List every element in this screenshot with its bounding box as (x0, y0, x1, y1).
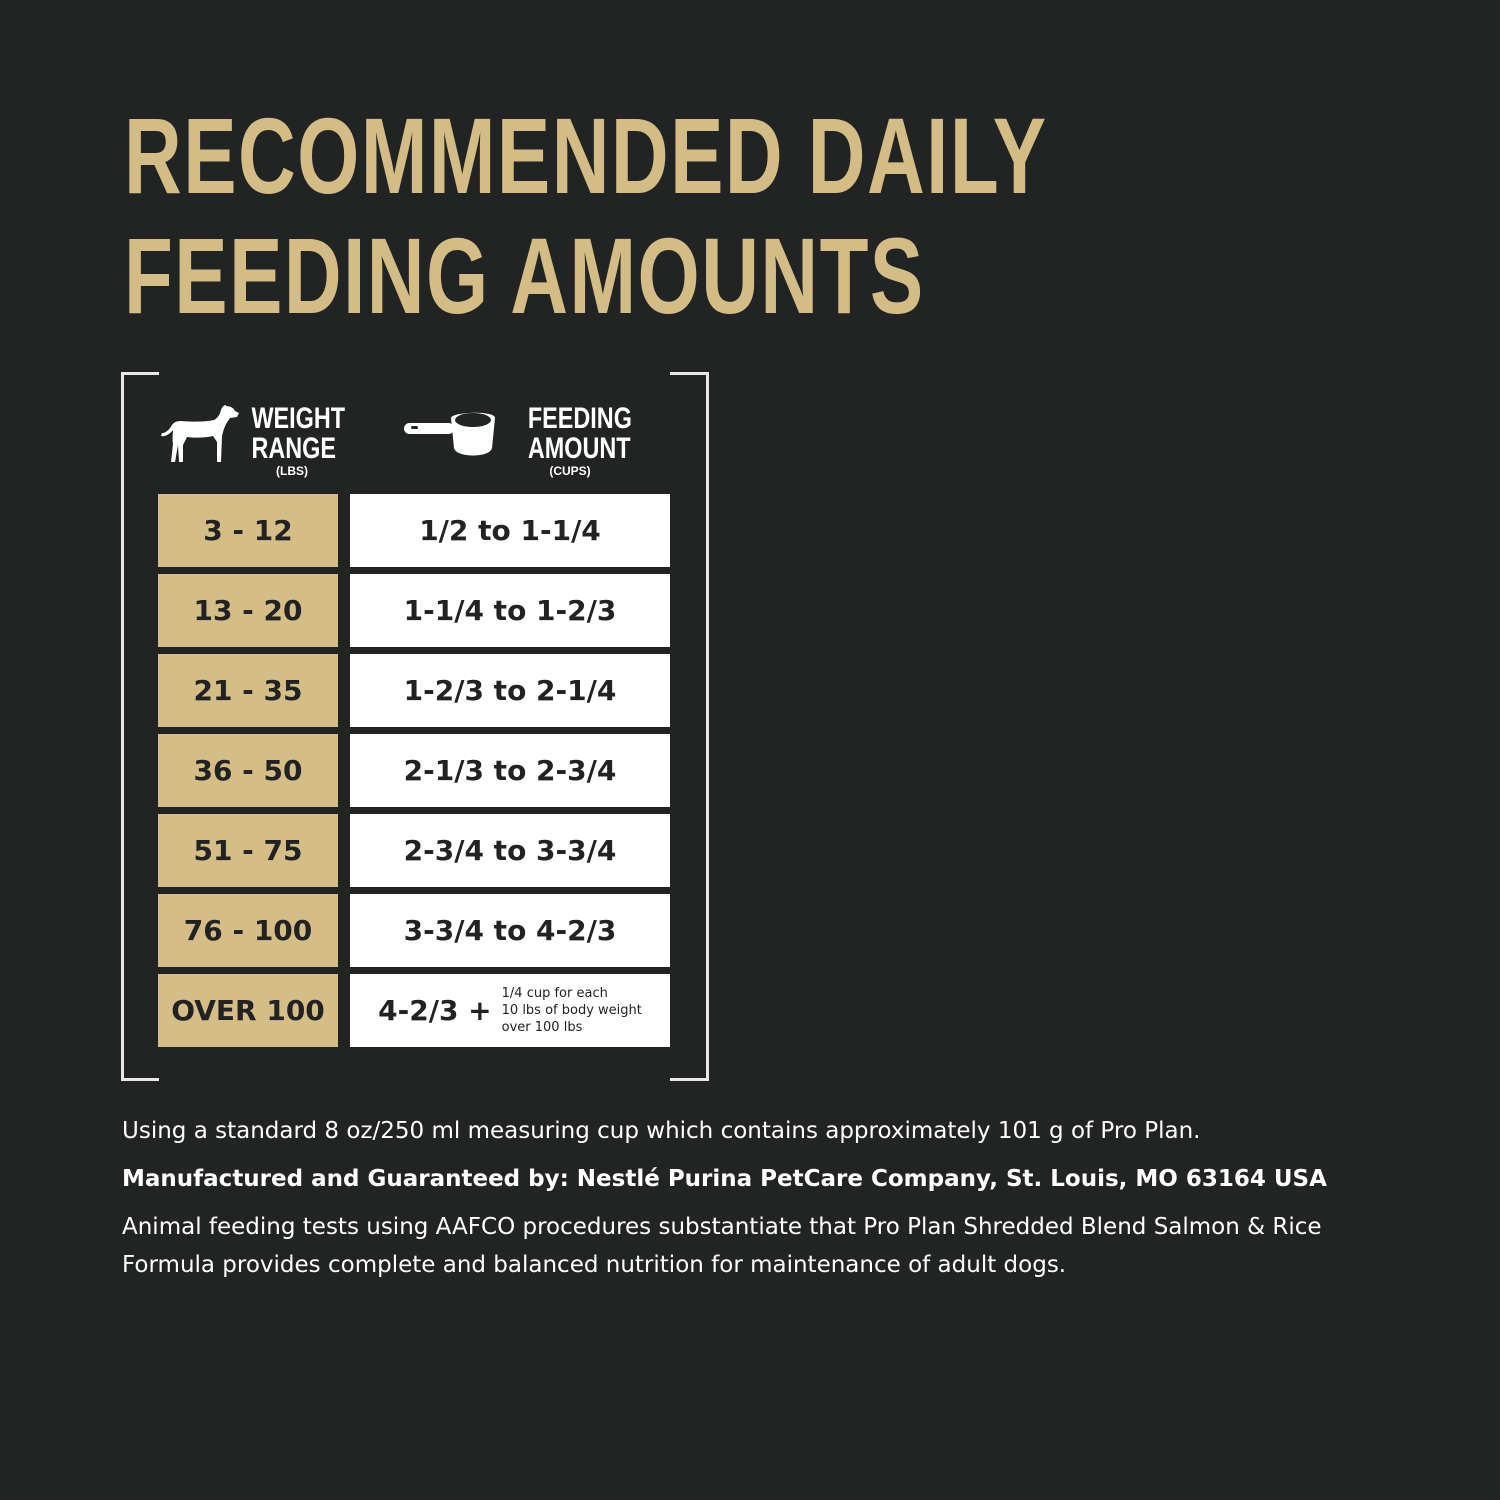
amount-value: 1-1/4 to 1-2/3 (403, 594, 617, 627)
amount-note-line: 10 lbs of body weight (501, 1003, 642, 1018)
manufacturer-note: Manufactured and Guaranteed by: Nestlé P… (122, 1166, 1327, 1192)
amount-value: 4-2/3 + (378, 994, 492, 1027)
amount-cell: 2-1/3 to 2-3/4 (350, 734, 670, 807)
amount-cell: 1-2/3 to 2-1/4 (350, 654, 670, 727)
amount-note-line: 1/4 cup for each (501, 986, 608, 1001)
amount-note-line: over 100 lbs (501, 1020, 583, 1035)
amount-value: 2-3/4 to 3-3/4 (403, 834, 617, 867)
amount-value: 2-1/3 to 2-3/4 (403, 754, 617, 787)
weight-range-header: WEIGHT RANGE (LBS) (251, 402, 346, 479)
aafco-statement: Animal feeding tests using AAFCO procedu… (122, 1214, 1322, 1278)
amount-value: 1-2/3 to 2-1/4 (403, 674, 617, 707)
weight-cell: 3 - 12 (158, 494, 338, 567)
amount-cell: 2-3/4 to 3-3/4 (350, 814, 670, 887)
weight-cell: 13 - 20 (158, 574, 338, 647)
measuring-cup-icon (404, 412, 495, 456)
weight-cell: 36 - 50 (158, 734, 338, 807)
amount-value: 1/2 to 1-1/4 (419, 514, 601, 547)
feeding-amount-header: FEEDING AMOUNT (CUPS) (527, 402, 632, 479)
weight-cell: OVER 100 (158, 974, 338, 1047)
amount-note: 1/4 cup for each 10 lbs of body weight ove… (502, 985, 642, 1036)
page-title-line-2: FEEDING AMOUNTS (124, 215, 925, 336)
cup-note: Using a standard 8 oz/250 ml measuring c… (122, 1118, 1201, 1144)
dog-icon (161, 405, 239, 462)
amount-cell: 4-2/3 + 1/4 cup for each 10 lbs of body we… (350, 974, 670, 1047)
amount-cell: 3-3/4 to 4-2/3 (350, 894, 670, 967)
page-title-line-1: RECOMMENDED DAILY (124, 95, 1048, 216)
amount-cell: 1/2 to 1-1/4 (350, 494, 670, 567)
amount-cell: 1-1/4 to 1-2/3 (350, 574, 670, 647)
amount-value: 3-3/4 to 4-2/3 (403, 914, 617, 947)
weight-cell: 76 - 100 (158, 894, 338, 967)
weight-cell: 51 - 75 (158, 814, 338, 887)
weight-cell: 21 - 35 (158, 654, 338, 727)
